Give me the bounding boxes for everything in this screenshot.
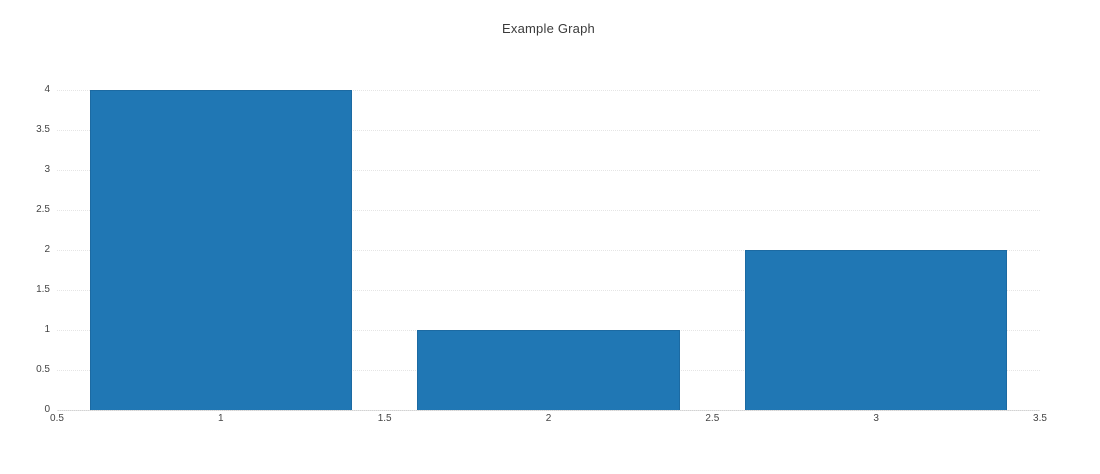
y-tick-label-2.5: 2.5 [36, 204, 50, 215]
y-tick-label-4: 4 [44, 84, 50, 95]
x-tick-label-3.5: 3.5 [1033, 413, 1047, 424]
x-tick-label-2: 2 [545, 413, 552, 424]
bar-x3 [745, 250, 1008, 410]
x-tick-label-1: 1 [218, 413, 224, 424]
bar-x1 [89, 90, 352, 410]
plot-area: 0 0.5 1 1.5 2 2.5 3 3.5 4 0.5 1 1.5 2 2.5 3 3.5 [36, 85, 1047, 424]
y-tick-label-0.5: 0.5 [36, 364, 50, 375]
y-tick-label-1.5: 1.5 [36, 284, 50, 295]
gridline-y-2 [57, 250, 1040, 251]
gridline-y-3.5 [57, 130, 1040, 131]
x-tick-label-3: 3 [873, 413, 879, 424]
gridline-y-3 [57, 170, 1040, 171]
x-tick-label-2.5: 2.5 [705, 413, 720, 424]
gridline-y-1.5 [57, 290, 1040, 291]
chart-title: Example Graph [502, 21, 595, 36]
gridline-y-0 [57, 410, 1040, 411]
x-tick-label-1.5: 1.5 [377, 413, 392, 424]
y-tick-label-3.5: 3.5 [36, 124, 50, 135]
y-tick-label-0: 0 [44, 404, 50, 415]
gridline-y-4 [57, 90, 1040, 91]
y-tick-label-1: 1 [44, 324, 50, 335]
y-tick-label-2: 2 [44, 244, 50, 255]
bar-x2 [417, 330, 680, 410]
y-tick-label-3: 3 [44, 164, 50, 175]
gridline-y-2.5 [57, 210, 1040, 211]
x-tick-label-0.5: 0.5 [50, 413, 64, 424]
